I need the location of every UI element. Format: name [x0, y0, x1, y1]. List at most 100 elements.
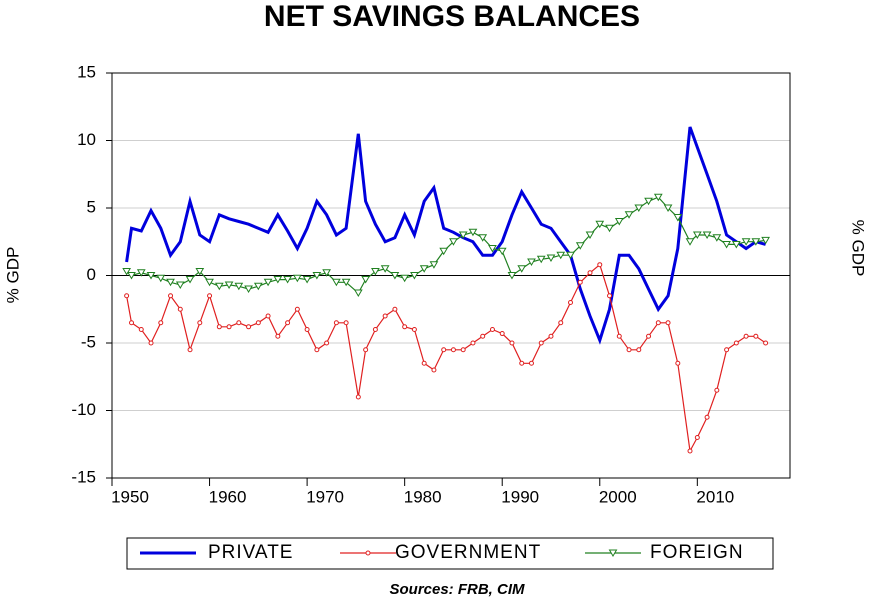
point — [333, 320, 339, 326]
series-2 — [122, 193, 770, 298]
point — [458, 231, 468, 239]
point — [644, 197, 653, 206]
point — [283, 276, 292, 284]
point — [355, 394, 361, 400]
point — [685, 238, 695, 246]
point — [343, 320, 349, 326]
point — [538, 340, 544, 346]
point — [694, 435, 700, 440]
point — [265, 313, 271, 319]
point — [421, 360, 427, 366]
point — [714, 387, 720, 393]
point — [646, 333, 652, 339]
point — [449, 238, 458, 246]
point — [568, 300, 574, 305]
point — [214, 282, 224, 291]
point — [292, 274, 302, 283]
point — [380, 265, 390, 273]
point — [205, 278, 214, 287]
point — [158, 320, 164, 326]
point — [312, 272, 322, 280]
point — [246, 324, 252, 330]
point — [653, 193, 663, 202]
point — [468, 228, 478, 237]
point — [673, 213, 683, 222]
point — [410, 272, 419, 280]
point — [372, 327, 378, 332]
point — [226, 324, 232, 330]
point — [138, 327, 144, 332]
point — [127, 272, 136, 280]
point — [185, 276, 195, 284]
x-tick-label: 1980 — [404, 487, 442, 506]
point — [382, 313, 388, 319]
point — [743, 333, 749, 339]
point — [322, 269, 331, 277]
point — [519, 360, 525, 366]
point — [234, 282, 244, 291]
point — [585, 231, 595, 239]
point — [712, 234, 722, 242]
point — [687, 448, 693, 454]
point — [371, 267, 380, 276]
point — [616, 333, 622, 339]
point — [244, 285, 253, 293]
point — [722, 240, 731, 249]
point — [177, 306, 183, 312]
source-note: Sources: FRB, CIM — [389, 581, 525, 597]
y-tick-label: 5 — [87, 197, 96, 216]
legend-marker — [365, 550, 371, 556]
y-tick-label: 10 — [77, 130, 96, 149]
point — [497, 247, 507, 256]
point — [285, 320, 291, 326]
point — [304, 327, 310, 332]
point — [675, 360, 681, 366]
point — [741, 238, 751, 246]
point — [255, 320, 261, 326]
x-tick-label: 1970 — [306, 487, 344, 506]
point — [353, 289, 363, 298]
point — [595, 220, 605, 229]
point — [597, 262, 603, 268]
y-axis-label: % GDP — [3, 247, 22, 304]
point — [273, 276, 283, 284]
point — [587, 270, 593, 276]
point — [146, 272, 156, 280]
point — [124, 293, 130, 299]
point — [753, 333, 759, 339]
point — [528, 360, 534, 366]
point — [216, 324, 222, 330]
chart-title: NET SAVINGS BALANCES — [264, 0, 640, 33]
point — [253, 282, 263, 291]
point — [665, 320, 671, 326]
point — [236, 320, 242, 326]
point — [187, 347, 193, 353]
point — [626, 347, 632, 353]
point — [763, 340, 769, 346]
x-tick-label: 2000 — [599, 487, 637, 506]
point — [614, 218, 624, 226]
point — [577, 279, 583, 285]
y-tick-label: -5 — [81, 332, 96, 351]
point — [341, 278, 351, 287]
x-tick-label: 1950 — [111, 487, 149, 506]
point — [294, 306, 300, 312]
point — [224, 281, 234, 289]
point — [166, 278, 175, 287]
point — [470, 340, 476, 346]
point — [148, 340, 154, 346]
point — [558, 320, 564, 326]
point — [566, 251, 575, 260]
legend-label: FOREIGN — [650, 542, 744, 563]
y-tick-label: -10 — [71, 400, 96, 419]
y-tick-label: -15 — [71, 467, 96, 486]
legend-marker — [608, 549, 618, 557]
point — [751, 238, 761, 246]
point — [400, 274, 410, 283]
point — [499, 331, 505, 337]
point — [536, 255, 546, 264]
x-tick-label: 1990 — [501, 487, 539, 506]
point — [431, 367, 437, 373]
series-1 — [124, 262, 769, 454]
